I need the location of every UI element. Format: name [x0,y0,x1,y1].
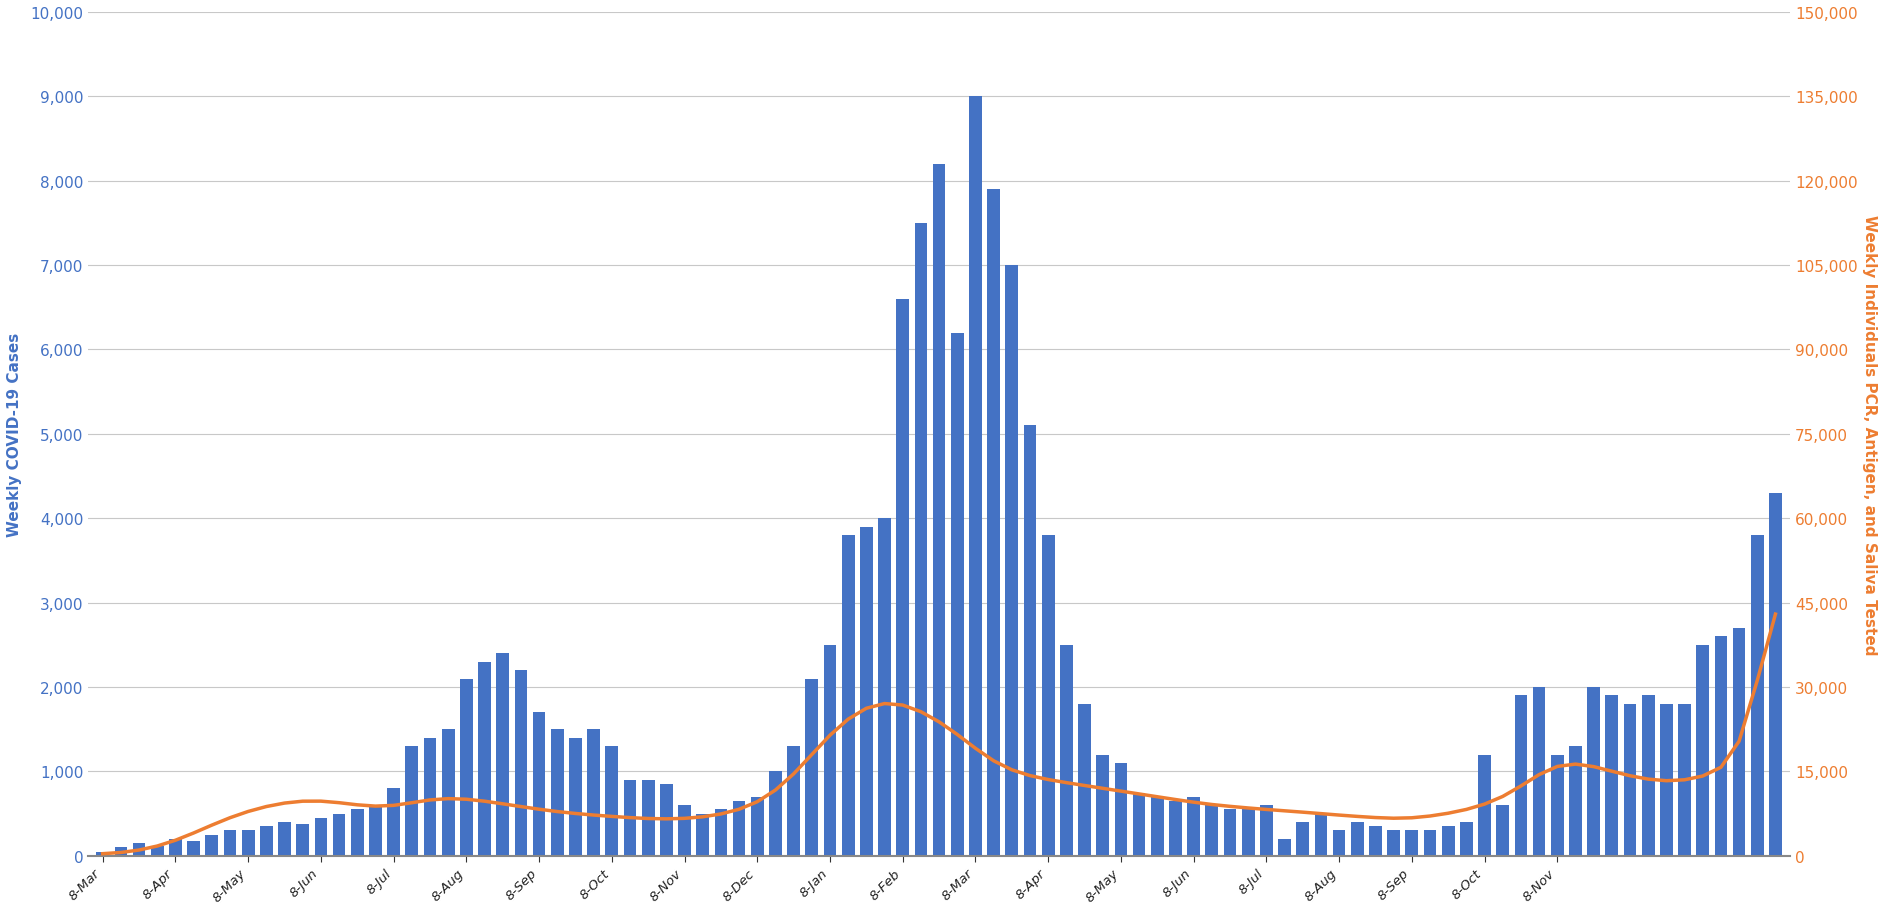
Bar [369,805,382,855]
Bar [859,527,872,855]
Bar [132,844,145,855]
Bar [733,801,746,855]
Bar [624,780,637,855]
Bar [1096,754,1110,855]
Bar [495,653,509,855]
Bar [1223,810,1236,855]
Bar [1351,822,1364,855]
Bar [424,738,437,855]
Bar [642,780,654,855]
Bar [224,831,236,855]
Bar [714,810,727,855]
Bar [1496,805,1509,855]
Bar [514,670,528,855]
Bar [1696,645,1709,855]
Bar [788,746,801,855]
Bar [1551,754,1564,855]
Bar [550,730,563,855]
Bar [1515,696,1528,855]
Bar [1042,536,1055,855]
Bar [1605,696,1618,855]
Bar [1733,629,1745,855]
Bar [1405,831,1419,855]
Y-axis label: Weekly COVID-19 Cases: Weekly COVID-19 Cases [8,333,23,537]
Bar [1660,704,1673,855]
Bar [752,797,763,855]
Bar [460,679,473,855]
Bar [405,746,418,855]
Bar [1061,645,1072,855]
Bar [1260,805,1274,855]
Y-axis label: Weekly Individuals PCR, Antigen, and Saliva Tested: Weekly Individuals PCR, Antigen, and Sal… [1861,214,1876,654]
Bar [605,746,618,855]
Bar [914,224,927,855]
Bar [842,536,855,855]
Bar [987,190,1000,855]
Bar [968,97,982,855]
Bar [296,824,309,855]
Bar [678,805,691,855]
Bar [659,784,673,855]
Bar [1315,814,1326,855]
Bar [1115,763,1127,855]
Bar [1641,696,1654,855]
Bar [333,814,345,855]
Bar [205,834,219,855]
Bar [1569,746,1583,855]
Bar [533,712,546,855]
Bar [1586,687,1600,855]
Bar [1023,426,1036,855]
Bar [1277,839,1291,855]
Bar [1624,704,1637,855]
Bar [1424,831,1436,855]
Bar [1714,637,1728,855]
Bar [1370,826,1381,855]
Bar [279,822,290,855]
Bar [1387,831,1400,855]
Bar [151,845,164,855]
Bar [1441,826,1454,855]
Bar [569,738,582,855]
Bar [806,679,818,855]
Bar [260,826,273,855]
Bar [1296,822,1309,855]
Bar [479,662,492,855]
Bar [1132,793,1145,855]
Bar [241,831,254,855]
Bar [1006,266,1017,855]
Bar [1479,754,1490,855]
Bar [115,847,128,855]
Bar [823,645,836,855]
Bar [1679,704,1692,855]
Bar [697,814,708,855]
Bar [951,333,963,855]
Bar [441,730,454,855]
Bar [1170,801,1181,855]
Bar [1206,805,1219,855]
Bar [769,772,782,855]
Bar [1750,536,1763,855]
Bar [878,518,891,855]
Bar [933,165,946,855]
Bar [588,730,599,855]
Bar [1187,797,1200,855]
Bar [1332,831,1345,855]
Bar [187,842,200,855]
Bar [315,818,328,855]
Bar [1151,797,1164,855]
Bar [388,788,399,855]
Bar [350,810,364,855]
Bar [1078,704,1091,855]
Bar [1460,822,1473,855]
Bar [96,852,109,855]
Bar [1242,810,1255,855]
Bar [1534,687,1545,855]
Bar [897,300,910,855]
Bar [170,839,181,855]
Bar [1769,494,1782,855]
